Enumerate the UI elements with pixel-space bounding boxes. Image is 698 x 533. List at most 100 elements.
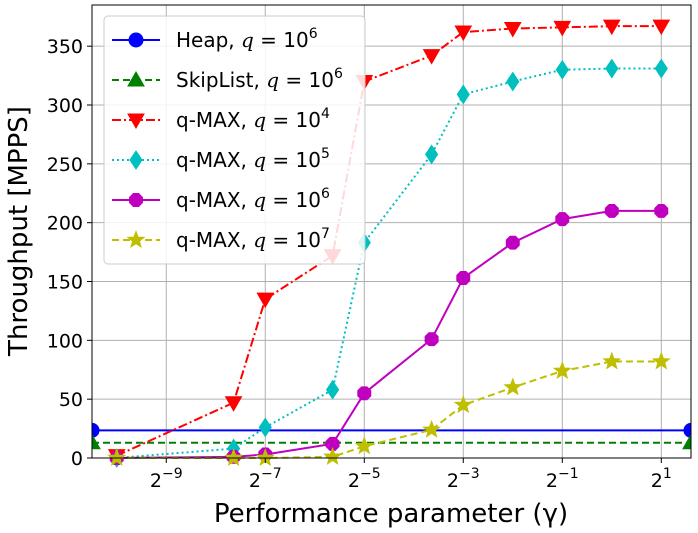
data-point — [602, 19, 621, 36]
legend-label-part: q-MAX, — [176, 148, 253, 172]
data-point — [92, 433, 101, 450]
legend-label-part: q-MAX, — [176, 228, 253, 252]
legend-label: SkipList, q = 106 — [176, 66, 343, 92]
legend-label-part: q — [253, 148, 266, 172]
data-point — [422, 419, 442, 438]
data-point — [454, 25, 473, 42]
legend-label-part: SkipList, — [176, 68, 266, 92]
y-tick-label: 250 — [47, 154, 83, 176]
y-tick-label: 100 — [47, 330, 83, 352]
legend-label-part: q-MAX, — [176, 188, 253, 212]
series-line — [116, 67, 662, 459]
legend-label-part: 6 — [334, 66, 343, 82]
legend-label-part: q — [253, 228, 266, 252]
y-tick-label: 300 — [47, 95, 83, 117]
x-tick-label: 2−5 — [348, 466, 381, 492]
legend-marker — [127, 113, 145, 130]
data-point — [224, 448, 244, 467]
data-point — [456, 84, 470, 105]
legend-label-part: 5 — [321, 146, 330, 162]
data-point — [258, 417, 272, 438]
data-point — [651, 351, 671, 370]
legend-label: q-MAX, q = 107 — [176, 226, 330, 252]
y-tick-label: 50 — [59, 389, 83, 411]
data-point — [604, 203, 619, 218]
data-point — [552, 361, 572, 379]
legend-box — [103, 15, 366, 265]
legend-label-part: = 10 — [266, 148, 321, 172]
data-point — [652, 19, 671, 36]
data-point — [357, 386, 372, 401]
y-axis-ticks: 0 50 100 150 200 250 300 350 — [47, 36, 92, 470]
legend-label-part: q — [266, 68, 279, 92]
data-point — [553, 20, 572, 37]
data-point — [683, 422, 691, 438]
x-tick-exponent: −5 — [360, 466, 381, 482]
data-point — [354, 436, 374, 455]
data-point — [682, 433, 691, 450]
data-point — [654, 203, 669, 218]
legend-label-part: = 10 — [266, 108, 321, 132]
x-tick-label: 2−1 — [546, 466, 579, 492]
legend-label-part: Heap, — [176, 28, 241, 52]
y-tick-label: 0 — [71, 448, 83, 470]
x-axis-ticks: 2−9 2−7 2−5 2−3 2−1 21 — [150, 458, 672, 492]
legend-marker — [129, 193, 143, 207]
x-tick-label: 21 — [651, 466, 672, 492]
series-1 — [92, 433, 691, 450]
legend-label: q-MAX, q = 105 — [176, 146, 330, 172]
data-point — [506, 71, 520, 92]
data-point — [424, 332, 439, 347]
legend-label-part: = 10 — [266, 228, 321, 252]
data-point — [602, 351, 622, 370]
x-axis-label: Performance parameter (γ) — [214, 499, 568, 529]
x-tick-exponent: −7 — [261, 466, 282, 482]
x-tick-exponent: 1 — [663, 466, 672, 482]
data-point — [555, 212, 570, 227]
series-0 — [92, 422, 691, 438]
data-point — [422, 49, 441, 65]
x-tick-label: 2−3 — [447, 466, 480, 492]
x-tick-exponent: −3 — [459, 466, 480, 482]
data-point — [323, 446, 343, 465]
legend-label: q-MAX, q = 104 — [176, 106, 330, 132]
y-axis-label: Throughput [MPPS] — [4, 106, 34, 357]
legend-label: q-MAX, q = 106 — [176, 186, 330, 212]
data-point — [503, 377, 523, 396]
legend-marker — [129, 150, 143, 170]
plot-frame — [91, 4, 692, 459]
legend-label-part: 6 — [309, 26, 318, 42]
data-point — [256, 292, 275, 309]
data-point — [424, 144, 439, 165]
legend-label-part: q-MAX, — [176, 108, 253, 132]
legend-label-part: 6 — [321, 186, 330, 202]
data-point — [503, 22, 522, 38]
legend-label-part: q — [253, 188, 266, 212]
legend-label-part: = 10 — [279, 68, 334, 92]
legend-marker — [127, 70, 145, 87]
legend-label-part: = 10 — [254, 28, 309, 52]
x-tick-exponent: −1 — [558, 466, 579, 482]
x-tick-exponent: −9 — [162, 466, 183, 482]
legend-label-part: 4 — [321, 106, 330, 122]
data-point — [555, 59, 569, 80]
y-tick-label: 150 — [47, 272, 83, 294]
y-tick-label: 350 — [47, 36, 83, 58]
x-tick-label: 2−9 — [150, 466, 183, 492]
data-point — [456, 271, 471, 285]
data-point — [92, 422, 100, 438]
legend-marker — [128, 32, 144, 48]
data-point — [605, 58, 619, 79]
legend-label: Heap, q = 106 — [176, 26, 318, 52]
legend-label-part: 7 — [321, 226, 330, 242]
legend-label-part: q — [253, 108, 266, 132]
x-tick-label: 2−7 — [249, 466, 282, 492]
legend-label-part: q — [241, 28, 254, 52]
data-point — [505, 235, 520, 250]
data-point — [453, 395, 473, 414]
data-point — [107, 448, 127, 467]
data-point — [224, 396, 243, 412]
data-point — [325, 379, 340, 400]
